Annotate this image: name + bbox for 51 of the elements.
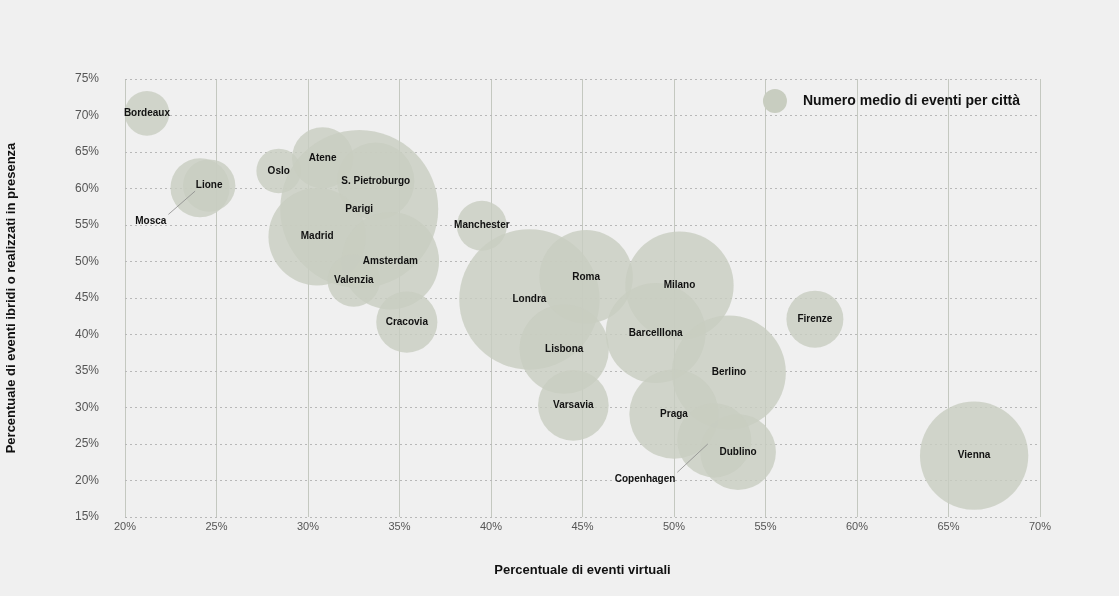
x-tick-label: 30% [296,519,320,532]
x-tick-label: 60% [845,519,869,532]
annotation: Londra [512,293,547,305]
annotation: Varsavia [553,399,595,411]
annotation: Valenzia [334,274,374,286]
annotation: Lisbona [545,342,584,354]
annotation: Roma [572,270,601,282]
y-tick-label: 40% [74,326,100,341]
annotation: Dublino [719,445,757,457]
x-axis-title: Percentuale di eventi virtuali [494,561,671,577]
y-tick-label: 65% [74,144,100,159]
annotation: Copenhagen [614,473,676,485]
y-tick-label: 35% [74,363,100,378]
legend-label: Numero medio di eventi per città [802,91,1021,108]
annotation: Firenze [797,312,833,324]
annotation: Berlino [711,366,747,378]
x-tick-label: 25% [205,519,228,532]
y-tick-label: 45% [74,290,100,305]
annotation: Cracovia [385,315,429,327]
y-tick-label: 20% [74,472,100,487]
y-tick-label: 70% [74,107,100,122]
x-tick-label: 20% [113,519,137,532]
annotation: Mosca [135,215,167,227]
x-tick-label: 70% [1028,519,1052,532]
y-tick-label: 50% [74,253,100,268]
x-tick-label: 35% [388,519,411,532]
y-tick-label: 25% [74,436,100,451]
y-tick-label: 15% [74,509,100,524]
annotation: Manchester [454,219,510,231]
annotation: Lione [195,179,223,191]
y-tick-label: 55% [74,217,100,232]
x-tick-label: 55% [754,519,777,532]
annotation: Praga [660,407,689,419]
x-tick-label: 50% [662,519,686,532]
annotation: Oslo [267,164,290,176]
x-tick-label: 65% [937,519,960,532]
annotation: Amsterdam [362,254,418,266]
annotation: Madrid [300,230,334,242]
y-tick-label: 75% [74,71,100,86]
annotation: Atene [308,151,337,163]
annotation: Bordeaux [123,107,171,119]
x-tick-label: 40% [479,519,503,532]
y-tick-label: 60% [74,180,100,195]
annotation: Milano [663,279,696,291]
annotation: Barcelllona [628,326,684,338]
annotation: Parigi [345,202,374,214]
annotation: Vienna [957,449,991,461]
y-axis-title: Percentuale di eventi ibridi o realizzati in presenza [3,141,19,454]
y-tick-label: 30% [74,399,100,414]
annotation: S. Pietroburgo [341,174,411,186]
x-tick-label: 45% [571,519,594,532]
